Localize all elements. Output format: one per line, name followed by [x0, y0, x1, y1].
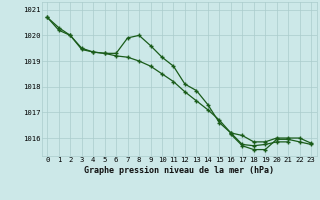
X-axis label: Graphe pression niveau de la mer (hPa): Graphe pression niveau de la mer (hPa): [84, 166, 274, 175]
